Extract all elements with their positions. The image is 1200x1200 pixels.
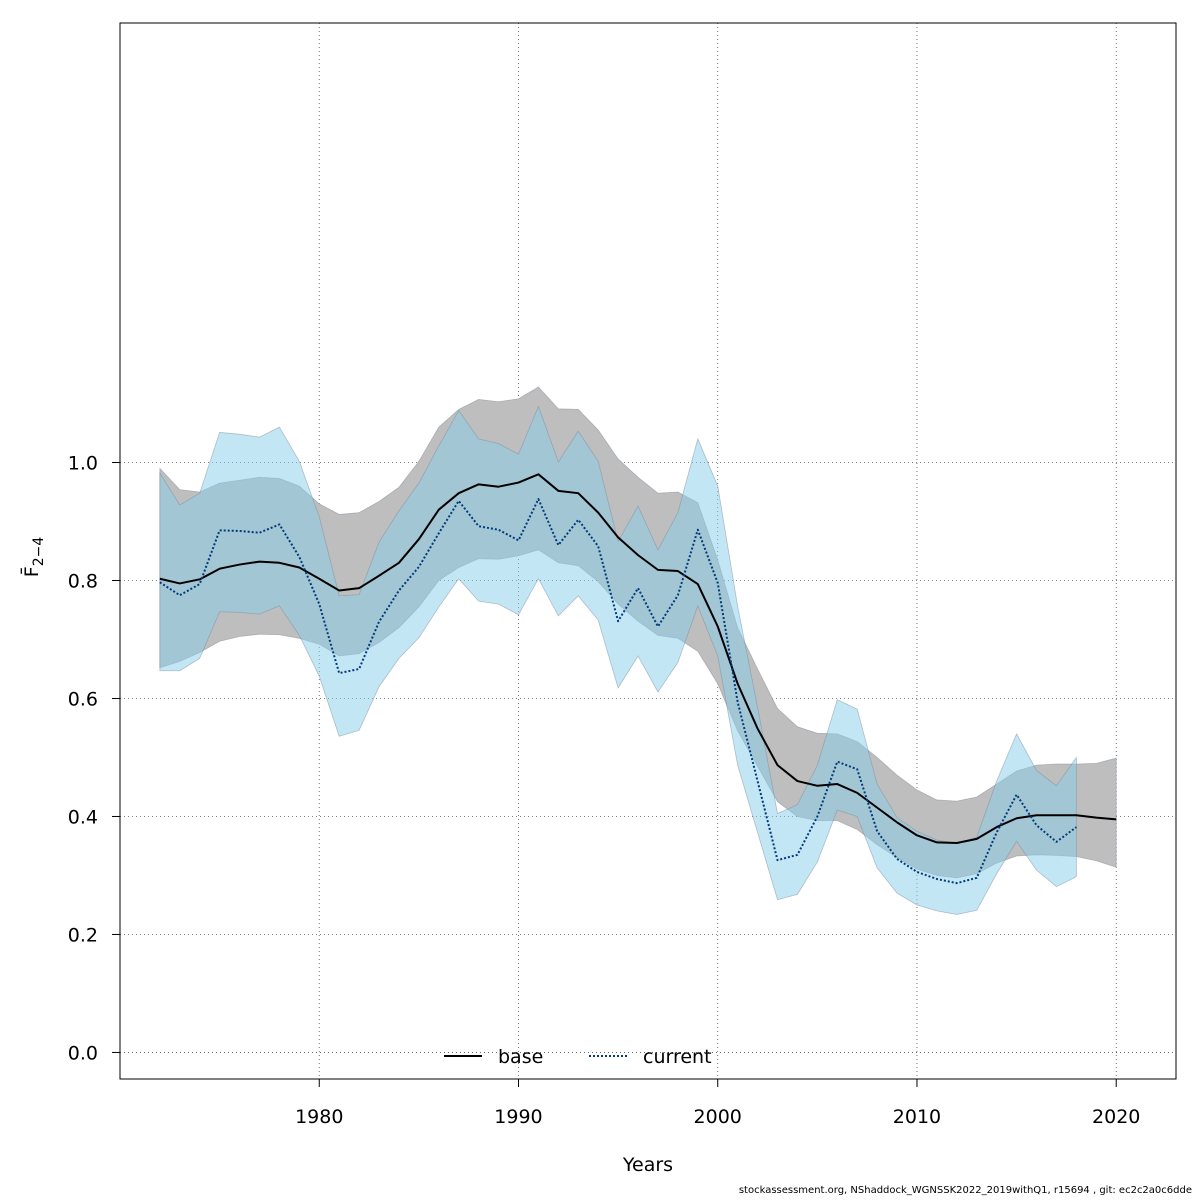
footer-credit: stockassessment.org, NShaddock_WGNSSK202… [738,1185,1192,1196]
plot-frame [119,22,1177,1080]
x-tick-label: 2010 [893,1106,941,1128]
x-tick-label: 2000 [694,1106,742,1128]
y-tick-label: 1.0 [68,453,98,475]
x-tick-label: 1980 [295,1106,343,1128]
y-axis: 0.0 0.2 0.4 0.6 0.8 1.0 [68,453,120,1064]
x-tick-label: 2020 [1092,1106,1140,1128]
y-axis-title-main: F̄ [19,566,43,577]
legend: base current [444,1046,712,1068]
series-lines [159,473,1117,885]
y-axis-title-subscript: 2−4 [31,537,47,567]
y-tick-label: 0.6 [68,688,98,710]
y-tick-label: 0.4 [68,806,98,828]
legend-base-label: base [498,1046,543,1068]
x-tick-label: 1990 [494,1106,542,1128]
y-axis-title: F̄2−4 [19,537,47,578]
x-axis: 1980 1990 2000 2010 2020 [295,1079,1140,1128]
x-axis-title: Years [622,1154,673,1176]
y-tick-label: 0.2 [68,924,98,946]
series-line-current [159,498,1077,885]
y-tick-label: 0.0 [68,1042,98,1064]
series-line-base [159,473,1117,845]
y-tick-label: 0.8 [68,570,98,592]
legend-current-label: current [643,1046,712,1068]
y-axis-title-group: F̄2−4 [19,537,47,578]
